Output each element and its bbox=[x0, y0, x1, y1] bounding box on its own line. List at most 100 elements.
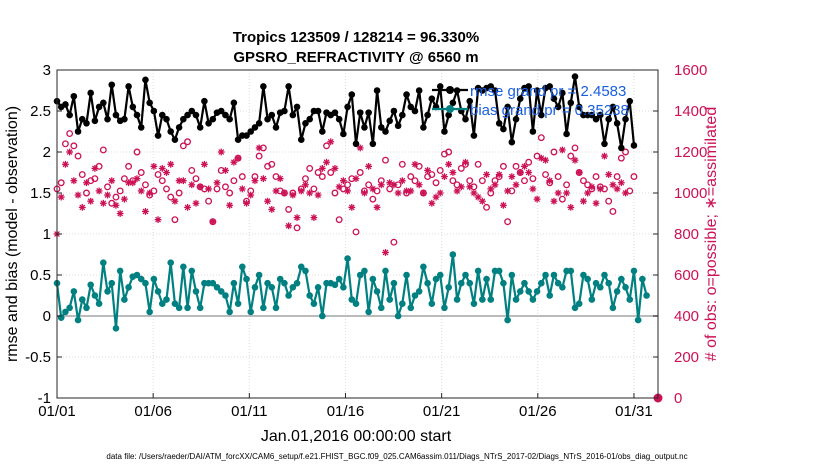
bias-point bbox=[369, 275, 377, 283]
legend-rmse-label: rmse grand pr = 2.4583 bbox=[470, 83, 626, 100]
bias-point bbox=[533, 288, 541, 295]
rmse-point bbox=[411, 107, 419, 115]
bias-point bbox=[180, 263, 187, 271]
y-right-tick-label: 800 bbox=[674, 226, 699, 243]
obs-assimilated-point bbox=[205, 185, 213, 193]
obs-assimilated-point bbox=[546, 177, 554, 185]
y-axis-left-label: rmse and bias (model - observation) bbox=[4, 106, 21, 362]
bias-point bbox=[479, 296, 486, 303]
bias-point bbox=[281, 279, 288, 287]
obs-assimilated-point bbox=[230, 158, 238, 166]
bias-point bbox=[243, 275, 250, 283]
rmse-point bbox=[441, 128, 448, 135]
bias-point bbox=[289, 284, 297, 291]
obs-possible-point bbox=[428, 171, 436, 178]
obs-assimilated-point bbox=[104, 191, 111, 199]
bias-point bbox=[74, 316, 82, 324]
obs-assimilated-point bbox=[171, 197, 179, 205]
rmse-point bbox=[331, 109, 339, 116]
obs-possible-point bbox=[112, 193, 120, 201]
obs-assimilated-point bbox=[318, 165, 326, 172]
rmse-point bbox=[192, 111, 200, 119]
chart-title-line2: GPSRO_REFRACTIVITY @ 6560 m bbox=[233, 49, 478, 66]
obs-assimilated-point bbox=[314, 191, 322, 199]
obs-assimilated-point bbox=[87, 197, 95, 205]
rmse-point bbox=[171, 136, 179, 143]
rmse-point bbox=[394, 122, 402, 130]
obs-assimilated-point bbox=[158, 165, 166, 172]
obs-assimilated-point bbox=[281, 189, 288, 197]
obs-assimilated-point bbox=[356, 144, 364, 152]
obs-assimilated-point bbox=[424, 167, 432, 174]
bias-point bbox=[504, 316, 511, 324]
rmse-point bbox=[504, 103, 511, 111]
bias-point bbox=[403, 271, 410, 279]
obs-possible-point bbox=[120, 175, 128, 183]
obs-possible-point bbox=[255, 152, 263, 160]
bias-point bbox=[609, 304, 617, 312]
obs-assimilated-point bbox=[264, 197, 271, 205]
rmse-point bbox=[361, 124, 368, 131]
obs-assimilated-point bbox=[116, 210, 124, 217]
rmse-point bbox=[243, 132, 250, 139]
obs-assimilated-point bbox=[217, 148, 225, 156]
rmse-point bbox=[588, 111, 596, 119]
bias-point bbox=[377, 304, 385, 312]
obs-assimilated-point bbox=[466, 183, 474, 191]
bias-point bbox=[137, 275, 145, 283]
obs-possible-point bbox=[390, 238, 398, 246]
rmse-point bbox=[512, 115, 520, 123]
obs-assimilated-point bbox=[167, 160, 175, 168]
obs-assimilated-point bbox=[588, 183, 596, 191]
obs-possible-point bbox=[222, 183, 229, 191]
obs-assimilated-point bbox=[361, 189, 368, 197]
bias-point bbox=[239, 263, 246, 271]
bias-point bbox=[643, 292, 650, 299]
obs-assimilated-point bbox=[251, 177, 259, 185]
rmse-point bbox=[533, 87, 541, 94]
rmse-point bbox=[436, 83, 444, 90]
bias-point bbox=[542, 271, 549, 279]
rmse-point bbox=[466, 97, 474, 105]
legend-bias-label: bias grand pr = 0.35238 bbox=[470, 102, 629, 119]
rmse-point bbox=[222, 111, 229, 119]
rmse-point bbox=[121, 115, 128, 123]
bias-point bbox=[424, 279, 431, 287]
rmse-point bbox=[272, 124, 280, 131]
obs-possible-point bbox=[537, 134, 545, 142]
obs-assimilated-point bbox=[436, 189, 444, 197]
obs-possible-point bbox=[205, 197, 213, 205]
obs-assimilated-point bbox=[567, 203, 575, 211]
obs-possible-point bbox=[457, 164, 465, 172]
rmse-point bbox=[91, 117, 99, 125]
obs-assimilated-point bbox=[512, 181, 520, 189]
rmse-point bbox=[470, 132, 478, 139]
bias-point bbox=[188, 267, 196, 275]
bias-point bbox=[192, 288, 200, 295]
y-axis-right-ticks: 0 200 400 600 800 1000 1200 1400 1600 bbox=[653, 62, 707, 407]
obs-possible-point bbox=[356, 169, 364, 176]
obs-assimilated-point bbox=[142, 208, 149, 215]
obs-assimilated-point bbox=[179, 177, 187, 185]
obs-possible-point bbox=[512, 162, 520, 170]
rmse-point bbox=[108, 81, 116, 89]
rmse-point bbox=[618, 144, 625, 152]
obs-possible-point bbox=[398, 160, 406, 168]
bias-point bbox=[571, 304, 579, 312]
bias-point bbox=[639, 275, 646, 283]
obs-assimilated-point bbox=[529, 185, 537, 193]
obs-assimilated-point bbox=[184, 203, 191, 211]
obs-assimilated-point bbox=[62, 160, 69, 168]
rmse-point bbox=[344, 103, 351, 111]
obs-assimilated-point bbox=[487, 185, 495, 193]
obs-possible-point bbox=[66, 130, 74, 137]
obs-assimilated-point bbox=[622, 189, 629, 197]
obs-possible-point bbox=[622, 148, 629, 156]
x-axis-label: Jan.01,2016 00:00:00 start bbox=[261, 428, 452, 445]
bias-point bbox=[297, 263, 305, 271]
rmse-point bbox=[175, 124, 183, 131]
obs-possible-point bbox=[74, 152, 82, 160]
rmse-point bbox=[575, 103, 583, 111]
rmse-point bbox=[500, 125, 507, 133]
